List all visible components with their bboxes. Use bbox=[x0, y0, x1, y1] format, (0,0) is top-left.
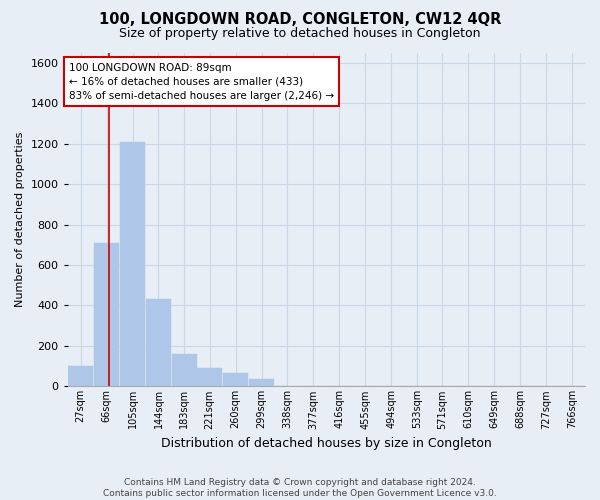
Bar bbox=[94, 242, 119, 386]
Text: 100 LONGDOWN ROAD: 89sqm
← 16% of detached houses are smaller (433)
83% of semi-: 100 LONGDOWN ROAD: 89sqm ← 16% of detach… bbox=[69, 62, 334, 100]
Text: Size of property relative to detached houses in Congleton: Size of property relative to detached ho… bbox=[119, 28, 481, 40]
Bar bbox=[68, 366, 94, 386]
Text: Contains HM Land Registry data © Crown copyright and database right 2024.
Contai: Contains HM Land Registry data © Crown c… bbox=[103, 478, 497, 498]
Bar bbox=[120, 142, 145, 386]
Bar bbox=[223, 373, 248, 386]
Bar bbox=[146, 300, 171, 386]
Bar bbox=[197, 368, 222, 386]
Y-axis label: Number of detached properties: Number of detached properties bbox=[15, 132, 25, 307]
Text: 100, LONGDOWN ROAD, CONGLETON, CW12 4QR: 100, LONGDOWN ROAD, CONGLETON, CW12 4QR bbox=[99, 12, 501, 28]
X-axis label: Distribution of detached houses by size in Congleton: Distribution of detached houses by size … bbox=[161, 437, 492, 450]
Bar bbox=[172, 354, 197, 386]
Bar bbox=[249, 380, 274, 386]
